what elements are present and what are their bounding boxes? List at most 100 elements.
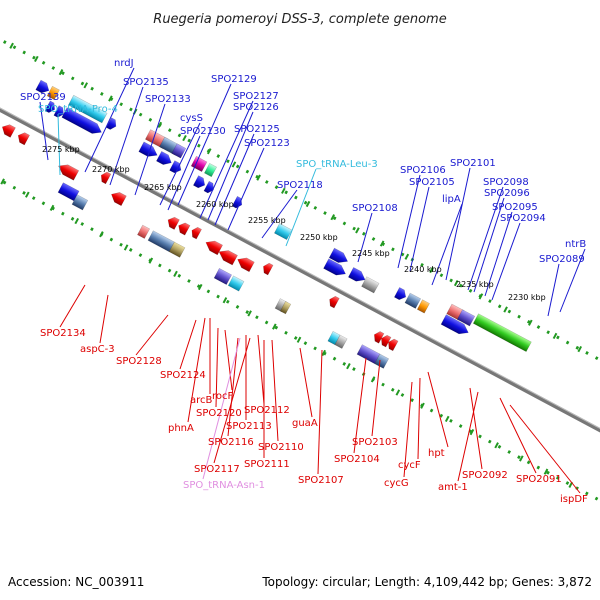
kbp-tick-label: 2245 kbp [352, 249, 390, 258]
forward-gene-arrow [53, 105, 64, 118]
kbp-tick-label: 2240 kbp [404, 265, 442, 274]
boundary-tick [49, 204, 55, 211]
gene-label: SPO2113 [226, 421, 272, 432]
boundary-tick [9, 42, 14, 49]
gene-label: SPO2125 [234, 124, 280, 135]
forward-gene-arrow [192, 175, 206, 189]
boundary-tick [123, 244, 129, 251]
label-leader-line [484, 211, 513, 297]
gene-label: SPO2106 [400, 165, 446, 176]
boundary-tick [83, 82, 89, 89]
label-leader-line [213, 337, 251, 464]
kbp-tick-label: 2260 kbp [196, 200, 234, 209]
gene-label: SPO2107 [298, 475, 344, 486]
gene-label: SPO2108 [352, 203, 398, 214]
reverse-gene-arrow [381, 334, 392, 348]
forward-gene-block [204, 163, 217, 178]
genome-track [0, 37, 600, 503]
gene-label: SPO2091 [516, 474, 562, 485]
reverse-gene-block [147, 230, 175, 253]
reverse-gene-arrow [237, 257, 255, 273]
accession-text: Accession: NC_003911 [8, 575, 144, 589]
label-leader-line [57, 113, 61, 176]
label-leader-line [214, 133, 255, 226]
boundary-tick [231, 161, 237, 168]
label-leader-line [427, 371, 449, 448]
boundary-tick [346, 363, 351, 370]
forward-gene-arrow [203, 180, 214, 194]
gene-label: SPO2110 [258, 442, 304, 453]
gene-label: SPO2094 [500, 213, 546, 224]
boundary-tick [148, 257, 154, 264]
reverse-gene-block [213, 267, 232, 285]
forward-gene-block [361, 276, 380, 294]
label-leader-line [469, 387, 483, 470]
kbp-tick-label: 2230 kbp [508, 293, 546, 302]
label-leader-line [559, 248, 586, 313]
kbp-tick-label: 2270 kbp [92, 165, 130, 174]
boundary-tick [256, 174, 261, 181]
label-leader-line [547, 263, 560, 317]
gene-label: SPO_tRNA-Leu-3 [296, 159, 378, 170]
label-leader-line [257, 334, 265, 405]
label-leader-line [167, 135, 201, 211]
gene-label: SPO2126 [233, 102, 279, 113]
label-leader-line [491, 222, 521, 301]
gene-label: SPO2105 [409, 177, 455, 188]
forward-gene-arrow [328, 247, 349, 263]
gene-label: SPO2112 [244, 405, 290, 416]
gene-label: arcB [190, 395, 213, 406]
gene-label: SPO2095 [492, 202, 538, 213]
forward-gene-block [404, 292, 422, 309]
reverse-gene-arrow [17, 132, 30, 146]
boundary-tick [404, 253, 410, 260]
reverse-gene-arrow [263, 262, 274, 276]
gene-label: SPO2116 [208, 437, 254, 448]
reverse-gene-block [334, 334, 348, 349]
boundary-tick [395, 389, 401, 396]
gene-label: SPO2101 [450, 158, 496, 169]
gene-label: SPO2089 [539, 254, 585, 265]
gene-label: SPO2129 [211, 74, 257, 85]
boundary-tick [519, 455, 524, 462]
forward-gene-arrow [156, 150, 172, 165]
label-leader-line [299, 347, 313, 418]
gene-label: SPO2096 [484, 188, 530, 199]
boundary-tick [370, 376, 376, 383]
boundary-tick [197, 283, 203, 291]
gene-label: SPO2104 [334, 454, 380, 465]
boundary-tick [552, 332, 558, 340]
forward-gene-arrow [61, 107, 102, 134]
boundary-tick [305, 200, 311, 208]
boundary-tick [330, 214, 336, 221]
label-leader-line [39, 101, 49, 161]
boundary-tick [577, 345, 583, 353]
reverse-gene-arrow [167, 216, 180, 230]
boundary-tick [528, 319, 533, 326]
label-leader-line [177, 83, 232, 206]
label-leader-line [473, 197, 505, 293]
boundary-tick [379, 240, 385, 247]
gene-label: SPO2130 [180, 126, 226, 137]
label-leader-line [317, 349, 323, 475]
gene-label: SPO2139 [20, 92, 66, 103]
backbone-highlight [0, 107, 600, 429]
boundary-tick [58, 69, 64, 76]
genome-backbone [0, 107, 600, 433]
gene-label: lipA [442, 194, 461, 205]
boundary-tick [182, 134, 187, 142]
boundary-tick [34, 55, 39, 63]
label-leader-line [215, 327, 219, 408]
gene-label: cycG [384, 478, 409, 489]
label-leader-line [457, 391, 479, 482]
boundary-tick [444, 415, 450, 423]
reverse-gene-arrow [388, 338, 399, 352]
gene-label: SPO2117 [194, 464, 240, 475]
boundary-tick [206, 148, 212, 155]
forward-gene-block [190, 155, 208, 172]
label-leader-line [261, 189, 298, 239]
reverse-gene-block [168, 241, 186, 258]
label-leader-line [134, 103, 166, 196]
kbp-tick-label: 2265 kbp [144, 183, 182, 192]
reverse-gene-arrow [111, 192, 127, 207]
